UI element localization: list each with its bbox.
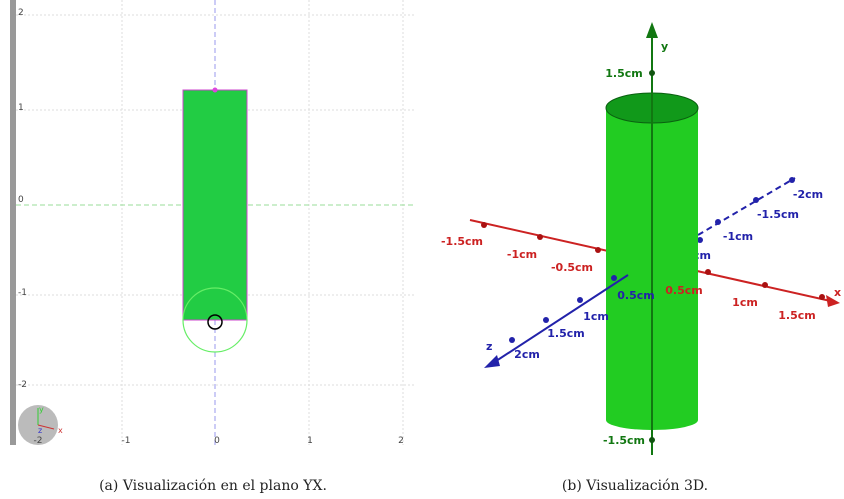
- x-label: 1cm: [732, 296, 758, 309]
- x-label: -1.5cm: [441, 235, 483, 248]
- tick-dot: [762, 282, 768, 288]
- x-tick-label: 1: [307, 436, 313, 446]
- figure: -0.5cm -1cm -1.5cm -2cm y 1.5cm -1.5cm x -1.5cm…: [0, 0, 844, 499]
- tick-dot: [577, 297, 583, 303]
- z-label: -1.5cm: [757, 208, 799, 221]
- tick-dot: [611, 275, 617, 281]
- tick-dot: [595, 247, 601, 253]
- z-arrow: [484, 355, 500, 368]
- y-tick-label: 1: [18, 103, 24, 113]
- tick-dot: [715, 219, 721, 225]
- axis-name: x: [834, 286, 841, 299]
- tick-dot: [819, 294, 825, 300]
- y-label: 1.5cm: [605, 67, 642, 80]
- axis-name: y: [661, 40, 668, 53]
- widget-label: z: [38, 426, 42, 435]
- cylinder-section: [183, 90, 247, 320]
- widget-label: y: [39, 405, 44, 414]
- axis-name: z: [486, 340, 492, 353]
- tick-dot: [481, 222, 487, 228]
- z-label: 2cm: [514, 348, 540, 361]
- tick-dot: [537, 234, 543, 240]
- tick-dot: [509, 337, 515, 343]
- y-tick-label: 2: [18, 8, 24, 18]
- y-arrow: [646, 22, 658, 38]
- x-label: -0.5cm: [551, 261, 593, 274]
- view-border: [10, 0, 16, 445]
- x-tick-label: 2: [398, 436, 404, 446]
- y-tick-label: -1: [18, 288, 27, 298]
- z-label: 0.5cm: [617, 289, 654, 302]
- x-tick-label: -2: [34, 436, 43, 446]
- plane-view: [10, 0, 415, 445]
- tick-dot: [649, 437, 655, 443]
- tick-dot: [753, 197, 759, 203]
- x-label: 0.5cm: [665, 284, 702, 297]
- y-tick-label: 0: [18, 195, 24, 205]
- z-label: -1cm: [723, 230, 753, 243]
- x-label: -1cm: [507, 248, 537, 261]
- z-label: 1.5cm: [547, 327, 584, 340]
- x-tick-label: -1: [122, 436, 131, 446]
- tick-dot: [705, 269, 711, 275]
- widget-label: x: [58, 426, 63, 435]
- x-tick-label: 0: [214, 436, 220, 446]
- y-label: -1.5cm: [603, 434, 645, 447]
- caption: (b) Visualización 3D.: [562, 478, 708, 494]
- z-label: -2cm: [793, 188, 823, 201]
- x-label: 1.5cm: [778, 309, 815, 322]
- y-tick-label: -2: [18, 380, 27, 390]
- z-axis-back: [698, 178, 795, 235]
- tick-dot: [789, 177, 795, 183]
- tick-dot: [543, 317, 549, 323]
- z-label: 1cm: [583, 310, 609, 323]
- caption: (a) Visualización en el plano YX.: [99, 478, 327, 494]
- tick-dot: [649, 70, 655, 76]
- view-3d: -0.5cm -1cm -1.5cm -2cm y 1.5cm -1.5cm x -1.5cm…: [441, 22, 841, 455]
- point: [213, 88, 218, 93]
